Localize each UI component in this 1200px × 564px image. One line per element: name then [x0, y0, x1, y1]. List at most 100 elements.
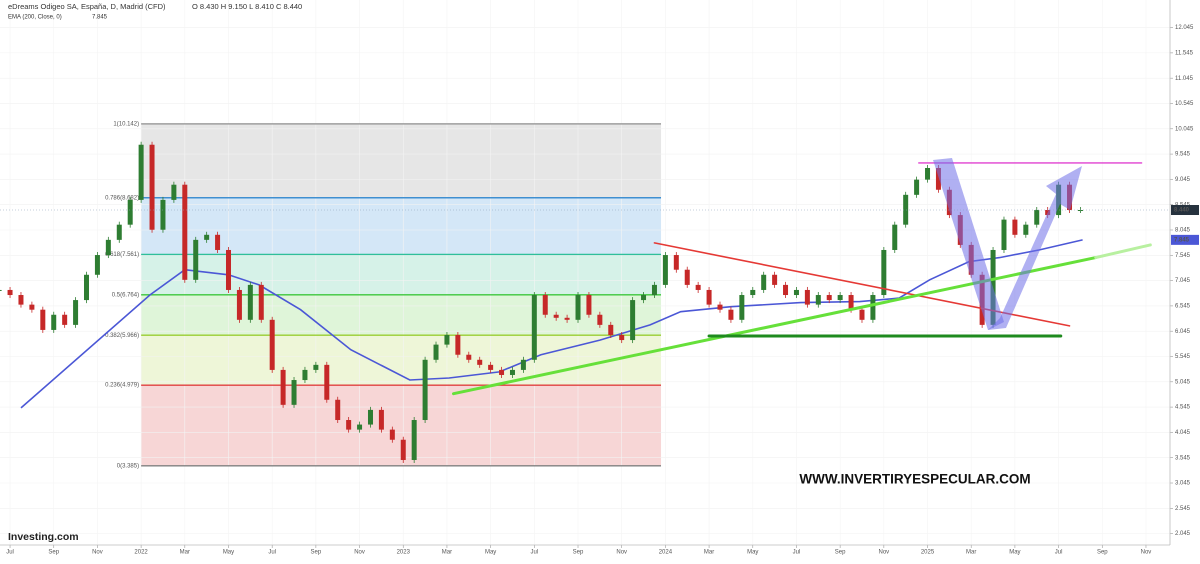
x-tick-label: May	[747, 550, 758, 556]
candle	[236, 289, 242, 320]
candle	[444, 334, 450, 345]
x-tick-label: Mar	[966, 550, 976, 556]
candle	[575, 295, 581, 320]
candle	[848, 295, 854, 310]
fib-label: 0.236(4.979)	[105, 383, 139, 389]
x-tick-label: Sep	[1097, 550, 1108, 556]
candle	[531, 295, 537, 360]
candle	[149, 144, 155, 230]
x-tick-label: May	[1009, 550, 1020, 556]
x-tick-label: Jul	[530, 550, 538, 556]
x-tick-label: May	[223, 550, 234, 556]
watermark: WWW.INVERTIRYESPECULAR.COM	[799, 472, 1030, 487]
x-tick-label: Mar	[704, 550, 714, 556]
candle	[389, 429, 395, 440]
fib-zone	[141, 123, 662, 198]
x-tick-label: Sep	[573, 550, 584, 556]
y-tick-label: 11.545	[1175, 50, 1194, 56]
candle	[84, 274, 90, 301]
candle	[40, 309, 46, 330]
candle	[215, 234, 221, 250]
x-tick-label: May	[485, 550, 496, 556]
candle	[73, 300, 79, 325]
candle	[717, 304, 723, 310]
candle	[193, 239, 199, 280]
candle	[0, 289, 2, 291]
candle	[772, 274, 778, 285]
fib-label: 0(3.385)	[117, 463, 139, 469]
candle	[914, 179, 920, 195]
y-tick-label: 12.045	[1175, 25, 1194, 31]
x-tick-label: Sep	[835, 550, 846, 556]
fib-label: 0.5(6.764)	[112, 292, 139, 298]
y-tick-label: 10.545	[1175, 101, 1194, 107]
x-tick-label: Nov	[354, 550, 365, 556]
ma-value-label: 7.845	[1174, 237, 1190, 243]
candle	[313, 364, 319, 370]
candle	[1077, 210, 1083, 212]
candle	[1001, 219, 1007, 250]
x-tick-label: Nov	[878, 550, 889, 556]
y-tick-label: 2.045	[1175, 531, 1191, 537]
x-tick-label: 2022	[134, 550, 148, 556]
candle	[466, 354, 472, 360]
candle	[302, 369, 308, 381]
candle	[990, 249, 996, 325]
candle	[520, 359, 526, 370]
y-tick-label: 5.545	[1175, 354, 1191, 360]
y-tick-label: 9.545	[1175, 152, 1191, 158]
moving-average	[20, 239, 1083, 409]
candle	[619, 334, 625, 341]
indicator-value: 7.845	[92, 15, 108, 21]
candle	[499, 369, 505, 375]
candle	[783, 284, 789, 296]
fib-zone	[141, 335, 662, 386]
candle	[400, 439, 406, 460]
x-tick-label: 2025	[921, 550, 935, 556]
candle	[127, 199, 133, 225]
candle	[728, 309, 734, 320]
x-tick-label: Nov	[1141, 550, 1152, 556]
y-tick-label: 4.045	[1175, 430, 1191, 436]
y-tick-label: 8.045	[1175, 228, 1191, 234]
last-price-label: 8.440	[1174, 208, 1190, 214]
y-tick-label: 6.045	[1175, 329, 1191, 335]
y-tick-label: 7.045	[1175, 278, 1191, 284]
y-tick-label: 3.545	[1175, 455, 1191, 461]
candle	[870, 295, 876, 320]
ohlc: O 8.430 H 9.150 L 8.410 C 8.440	[192, 2, 302, 11]
candle	[346, 420, 352, 430]
candle	[1012, 219, 1018, 235]
y-tick-label: 9.045	[1175, 177, 1191, 183]
candle	[455, 334, 461, 355]
candle	[422, 359, 428, 421]
candle	[804, 289, 810, 305]
candle	[684, 269, 690, 285]
candle	[94, 255, 100, 275]
plot: 1(10.142) 0.786(8.682) 0.618(7.561) 0.5(6.7…	[0, 0, 1170, 545]
candle	[160, 199, 166, 230]
fib-zone	[141, 197, 662, 255]
candle	[837, 295, 843, 301]
fib-zone	[141, 254, 662, 295]
candle	[1023, 224, 1029, 235]
indicator-name: EMA (200, Close, 0)	[8, 15, 62, 21]
fib-label: 1(10.142)	[113, 121, 139, 127]
candle	[51, 314, 57, 330]
x-tick-label: Mar	[442, 550, 452, 556]
x-tick-label: Mar	[180, 550, 190, 556]
y-tick-label: 7.545	[1175, 253, 1191, 259]
x-tick-label: 2024	[659, 550, 673, 556]
candle	[761, 274, 767, 290]
chart-title: eDreams Odigeo SA, España, D, Madrid (CF…	[8, 2, 166, 11]
candle	[630, 300, 636, 341]
candle	[662, 255, 668, 285]
candle	[925, 168, 931, 180]
x-tick-label: Jul	[1055, 550, 1063, 556]
candle	[651, 284, 657, 296]
candle	[553, 314, 559, 318]
ma-value-box	[1171, 234, 1199, 245]
y-tick-label: 3.045	[1175, 481, 1191, 487]
